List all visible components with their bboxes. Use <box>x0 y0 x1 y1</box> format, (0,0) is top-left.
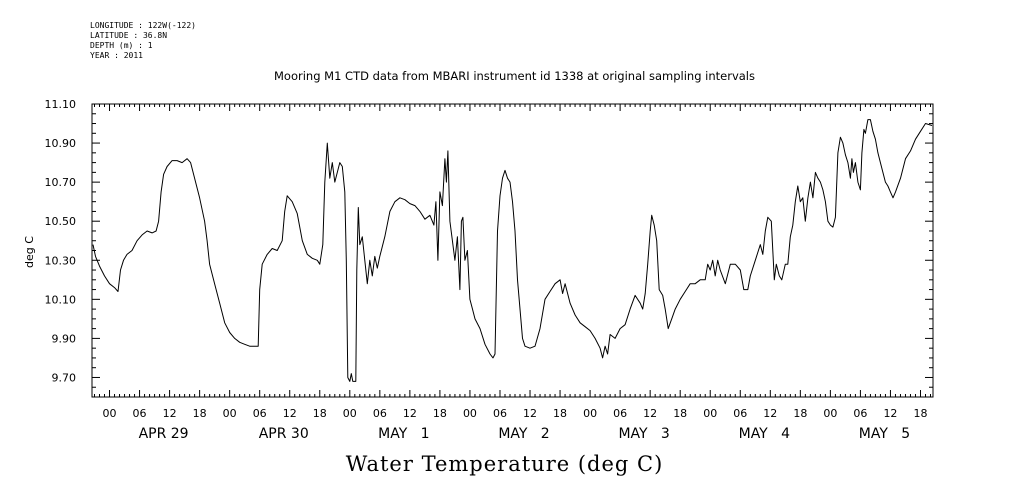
y-tick-label: 10.50 <box>45 215 77 228</box>
x-hour-label: 06 <box>493 407 507 420</box>
x-hour-label: 00 <box>223 407 237 420</box>
x-hour-label: 06 <box>253 407 267 420</box>
x-day-label: MAY 3 <box>618 426 669 442</box>
x-hour-label: 18 <box>793 407 807 420</box>
x-hour-label: 06 <box>613 407 627 420</box>
x-day-label: APR 29 <box>139 426 189 442</box>
x-hour-label: 12 <box>163 407 177 420</box>
x-day-label: APR 30 <box>259 426 309 442</box>
y-tick-label: 9.90 <box>52 332 77 345</box>
x-axis-title: Water Temperature (deg C) <box>345 452 664 476</box>
x-hour-label: 12 <box>643 407 657 420</box>
series-layer <box>92 119 933 382</box>
x-hour-label: 06 <box>133 407 147 420</box>
x-hour-label: 00 <box>343 407 357 420</box>
chart-title: Mooring M1 CTD data from MBARI instrumen… <box>274 69 755 83</box>
x-hour-label: 00 <box>703 407 717 420</box>
x-hour-label: 06 <box>373 407 387 420</box>
plot-frame <box>91 103 934 398</box>
longitude-label: LONGITUDE : 122W(-122) <box>90 21 196 30</box>
x-hour-label: 12 <box>523 407 537 420</box>
x-hour-label: 06 <box>733 407 747 420</box>
plot-border <box>91 103 934 398</box>
y-tick-label: 10.70 <box>45 176 77 189</box>
x-day-label: MAY 5 <box>859 426 910 442</box>
x-hour-label: 18 <box>193 407 207 420</box>
x-hour-label: 12 <box>883 407 897 420</box>
x-hour-label: 18 <box>913 407 927 420</box>
y-axis-label: deg C <box>23 236 36 268</box>
x-hour-label: 18 <box>553 407 567 420</box>
x-day-label: MAY 2 <box>498 426 549 442</box>
y-tick-label: 11.10 <box>45 98 77 111</box>
x-hour-label: 12 <box>763 407 777 420</box>
x-day-label: MAY 1 <box>378 426 429 442</box>
x-axis: 00 06 12 18 00 06 12 18 00 06 12 18 00 06 12 18 00 06 12 18… <box>94 104 931 442</box>
x-hour-label: 00 <box>823 407 837 420</box>
x-hour-label: 00 <box>583 407 597 420</box>
x-hour-label: 12 <box>283 407 297 420</box>
x-day-label: MAY 4 <box>739 426 790 442</box>
depth-label: DEPTH (m) : 1 <box>90 41 153 50</box>
series-line-water-temperature <box>92 119 933 382</box>
latitude-label: LATITUDE : 36.8N <box>90 31 168 40</box>
x-hour-label: 18 <box>313 407 327 420</box>
y-tick-label: 9.70 <box>52 371 77 384</box>
year-label: YEAR : 2011 <box>90 51 143 60</box>
y-tick-label: 10.30 <box>45 254 77 267</box>
x-hour-label: 00 <box>463 407 477 420</box>
y-axis: 9.70 9.90 10.10 10.30 10.50 10.70 10.90 11.10 <box>45 98 933 398</box>
x-hour-label: 12 <box>403 407 417 420</box>
metadata-block: LONGITUDE : 122W(-122) LATITUDE : 36.8N … <box>90 21 196 61</box>
y-tick-label: 10.10 <box>45 293 77 306</box>
x-hour-label: 18 <box>673 407 687 420</box>
x-hour-label: 06 <box>853 407 867 420</box>
x-hour-label: 18 <box>433 407 447 420</box>
y-tick-label: 10.90 <box>45 137 77 150</box>
x-hour-label: 00 <box>103 407 117 420</box>
